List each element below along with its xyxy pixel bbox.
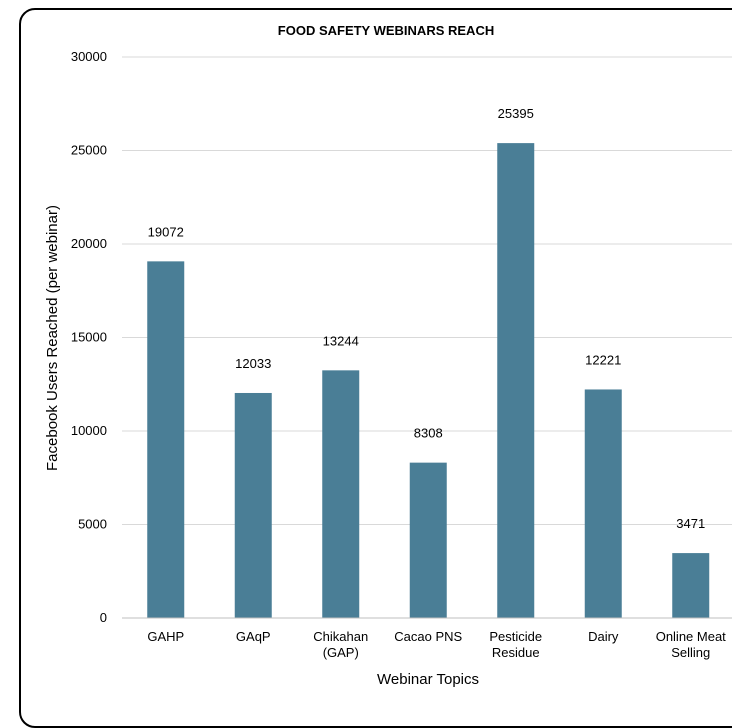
x-tick-label: Dairy [588,629,619,644]
data-labels: 19072 12033 13244 8308 25395 12221 3471 [148,106,706,531]
y-tick-label: 25000 [71,143,107,158]
data-label: 3471 [676,516,705,531]
y-tick-label: 0 [100,610,107,625]
data-label: 12033 [235,356,271,371]
bar [409,462,447,618]
x-tick-label: GAHP [147,629,184,644]
x-tick-line: Chikahan [313,629,368,644]
bar [322,370,360,618]
x-tick-label: GAqP [236,629,271,644]
x-tick-line: GAqP [236,629,271,644]
y-axis-title: Facebook Users Reached (per webinar) [44,205,61,471]
x-tick-label: Cacao PNS [394,629,462,644]
bar [234,392,272,618]
bar [584,389,622,618]
x-axis-ticks: GAHP GAqP Chikahan (GAP) Cacao PNS Pesticide R… [147,629,726,660]
y-tick-label: 20000 [71,236,107,251]
x-tick-line: Cacao PNS [394,629,462,644]
x-axis-title: Webinar Topics [377,671,479,688]
data-label: 19072 [148,224,184,239]
bars [147,143,710,618]
x-tick-line: Residue [492,645,540,660]
x-tick-line: Selling [671,645,710,660]
gridlines [122,56,732,525]
data-label: 8308 [414,426,443,441]
y-axis-ticks: 0 5000 10000 15000 20000 25000 30000 [71,49,107,625]
data-label: 13244 [323,333,359,348]
bar [672,553,710,618]
data-label: 12221 [585,352,621,367]
y-tick-label: 15000 [71,330,107,345]
y-tick-label: 10000 [71,423,107,438]
x-tick-line: Pesticide [489,629,542,644]
chart-title: FOOD SAFETY WEBINARS REACH [278,23,494,38]
y-tick-label: 30000 [71,49,107,64]
x-tick-label: Online Meat Selling [656,629,726,660]
bar [497,143,535,618]
x-tick-line: Online Meat [656,629,726,644]
x-tick-line: GAHP [147,629,184,644]
x-tick-line: Dairy [588,629,619,644]
x-tick-label: Pesticide Residue [489,629,542,660]
bar-chart: FOOD SAFETY WEBINARS REACH 0 5000 10000 150… [44,23,732,688]
bar [147,261,185,618]
y-tick-label: 5000 [78,517,107,532]
x-tick-label: Chikahan (GAP) [313,629,368,660]
x-tick-line: (GAP) [323,645,359,660]
data-label: 25395 [498,106,534,121]
